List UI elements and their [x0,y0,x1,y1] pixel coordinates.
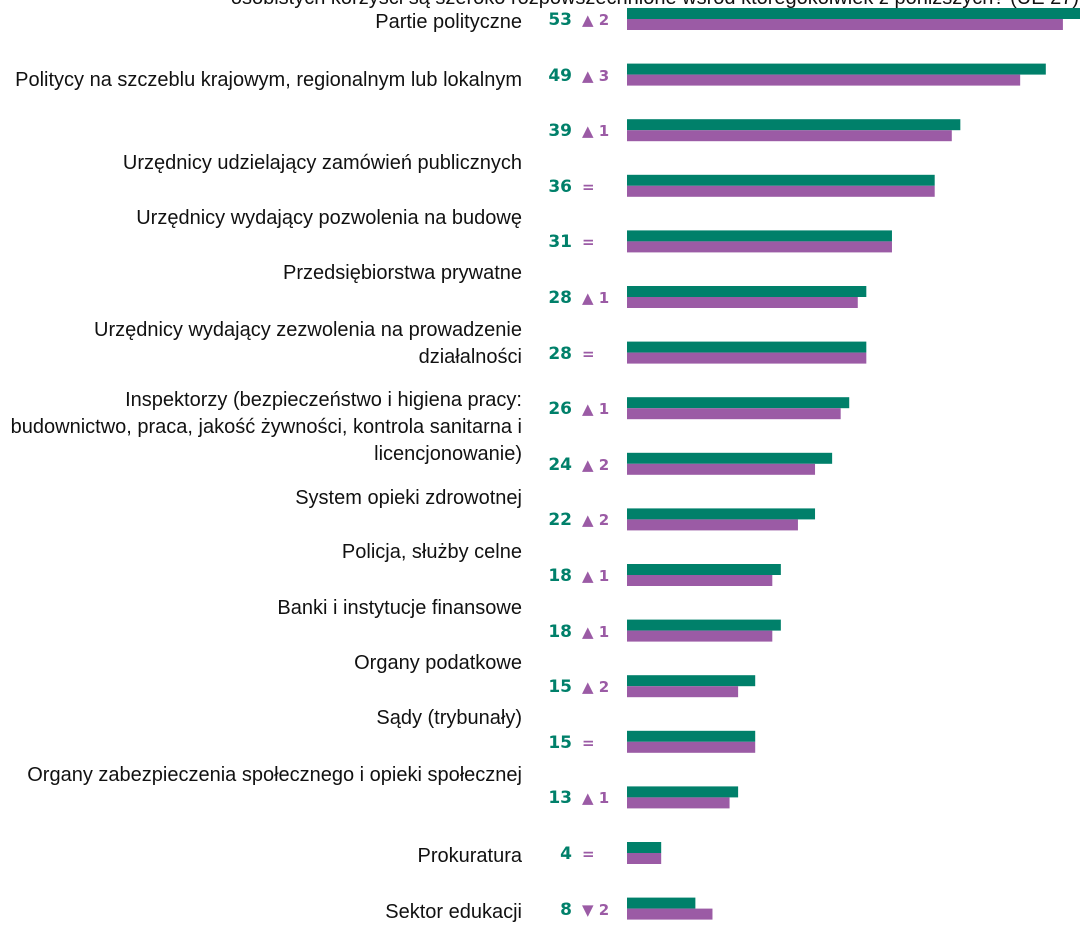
category-label: Banki i instytucje finansowe [277,596,522,619]
value-label: 4 [560,844,572,864]
change-label: ▲ 3 [582,66,610,85]
bar [627,352,867,364]
bar [627,842,662,853]
category-label: Inspektorzy (bezpieczeństwo i higiena pr… [10,388,522,465]
change-label: = [582,233,595,252]
value-label: 31 [548,232,572,253]
bar [627,908,713,920]
change-label: ▲ 1 [582,289,610,307]
bar [627,619,781,631]
bar [627,508,816,520]
bar [627,74,1021,86]
bar [627,452,833,464]
bar [627,408,841,420]
value-label: 15 [548,732,572,753]
value-label: 13 [548,788,572,809]
category-label: Prokuratura [417,844,523,867]
value-label: 18 [548,621,572,642]
category-label: System opieki zdrowotnej [295,486,522,509]
bar [627,853,662,864]
bar [627,8,1080,19]
change-label: = [582,177,595,196]
category-label: Sądy (trybunały) [376,706,522,729]
change-label: ▲ 1 [582,567,610,585]
category-label: Urzędnicy wydający zezwolenia na prowadz… [94,318,522,368]
value-label: 28 [548,288,572,308]
category-label: Politycy na szczeblu krajowym, regionaln… [15,68,522,91]
bar [627,230,892,242]
category-label: Sektor edukacji [385,900,522,923]
category-label: Policja, służby celne [341,540,522,563]
value-label: 15 [548,677,572,698]
change-label: ▲ 2 [582,678,610,697]
change-label: ▲ 1 [582,400,610,419]
value-label: 24 [548,454,572,475]
bar [627,575,773,586]
value-label: 18 [548,566,572,586]
bar [627,185,935,197]
bar [627,675,756,687]
change-label: ▼ 2 [582,900,610,919]
change-label: ▲ 1 [582,122,610,141]
value-label: 49 [548,65,572,86]
value-label: 36 [548,176,572,197]
bar [627,463,816,475]
bar [627,397,850,409]
value-label: 39 [548,121,572,142]
change-label: ▲ 1 [582,789,610,808]
bar [627,797,730,809]
chart-title: osobistych korzyści są szeroko rozpowsze… [231,0,1079,10]
bar [627,174,935,186]
bar [627,786,739,798]
change-label: = [582,733,595,752]
bar [627,286,867,297]
category-label: Organy podatkowe [354,651,522,674]
value-label: 8 [560,899,572,920]
bar [627,897,696,909]
category-label: Organy zabezpieczenia społecznego i opie… [27,763,522,786]
change-label: ▲ 2 [582,11,610,29]
value-label: 28 [548,343,572,364]
bar [627,730,756,742]
bar [627,130,952,142]
bar [627,297,858,308]
bar [627,119,961,131]
change-label: = [582,344,595,363]
category-label: Urzędnicy wydający pozwolenia na budowę [136,206,522,229]
category-label: Partie polityczne [375,10,522,33]
value-label: 26 [548,399,572,420]
bar [627,519,798,531]
bar [627,63,1046,75]
value-label: 53 [548,10,572,30]
change-label: ▲ 2 [582,511,610,530]
bar [627,19,1063,30]
value-label: 22 [548,510,572,531]
bar [627,241,892,253]
bar [627,630,773,642]
bar [627,741,756,753]
bar [627,686,739,698]
change-label: ▲ 2 [582,455,610,474]
change-label: = [582,845,595,863]
bar [627,564,781,575]
bar [627,341,867,353]
change-label: ▲ 1 [582,622,610,641]
category-label: Przedsiębiorstwa prywatne [283,261,522,284]
category-label: Urzędnicy udzielający zamówień publiczny… [122,151,522,174]
